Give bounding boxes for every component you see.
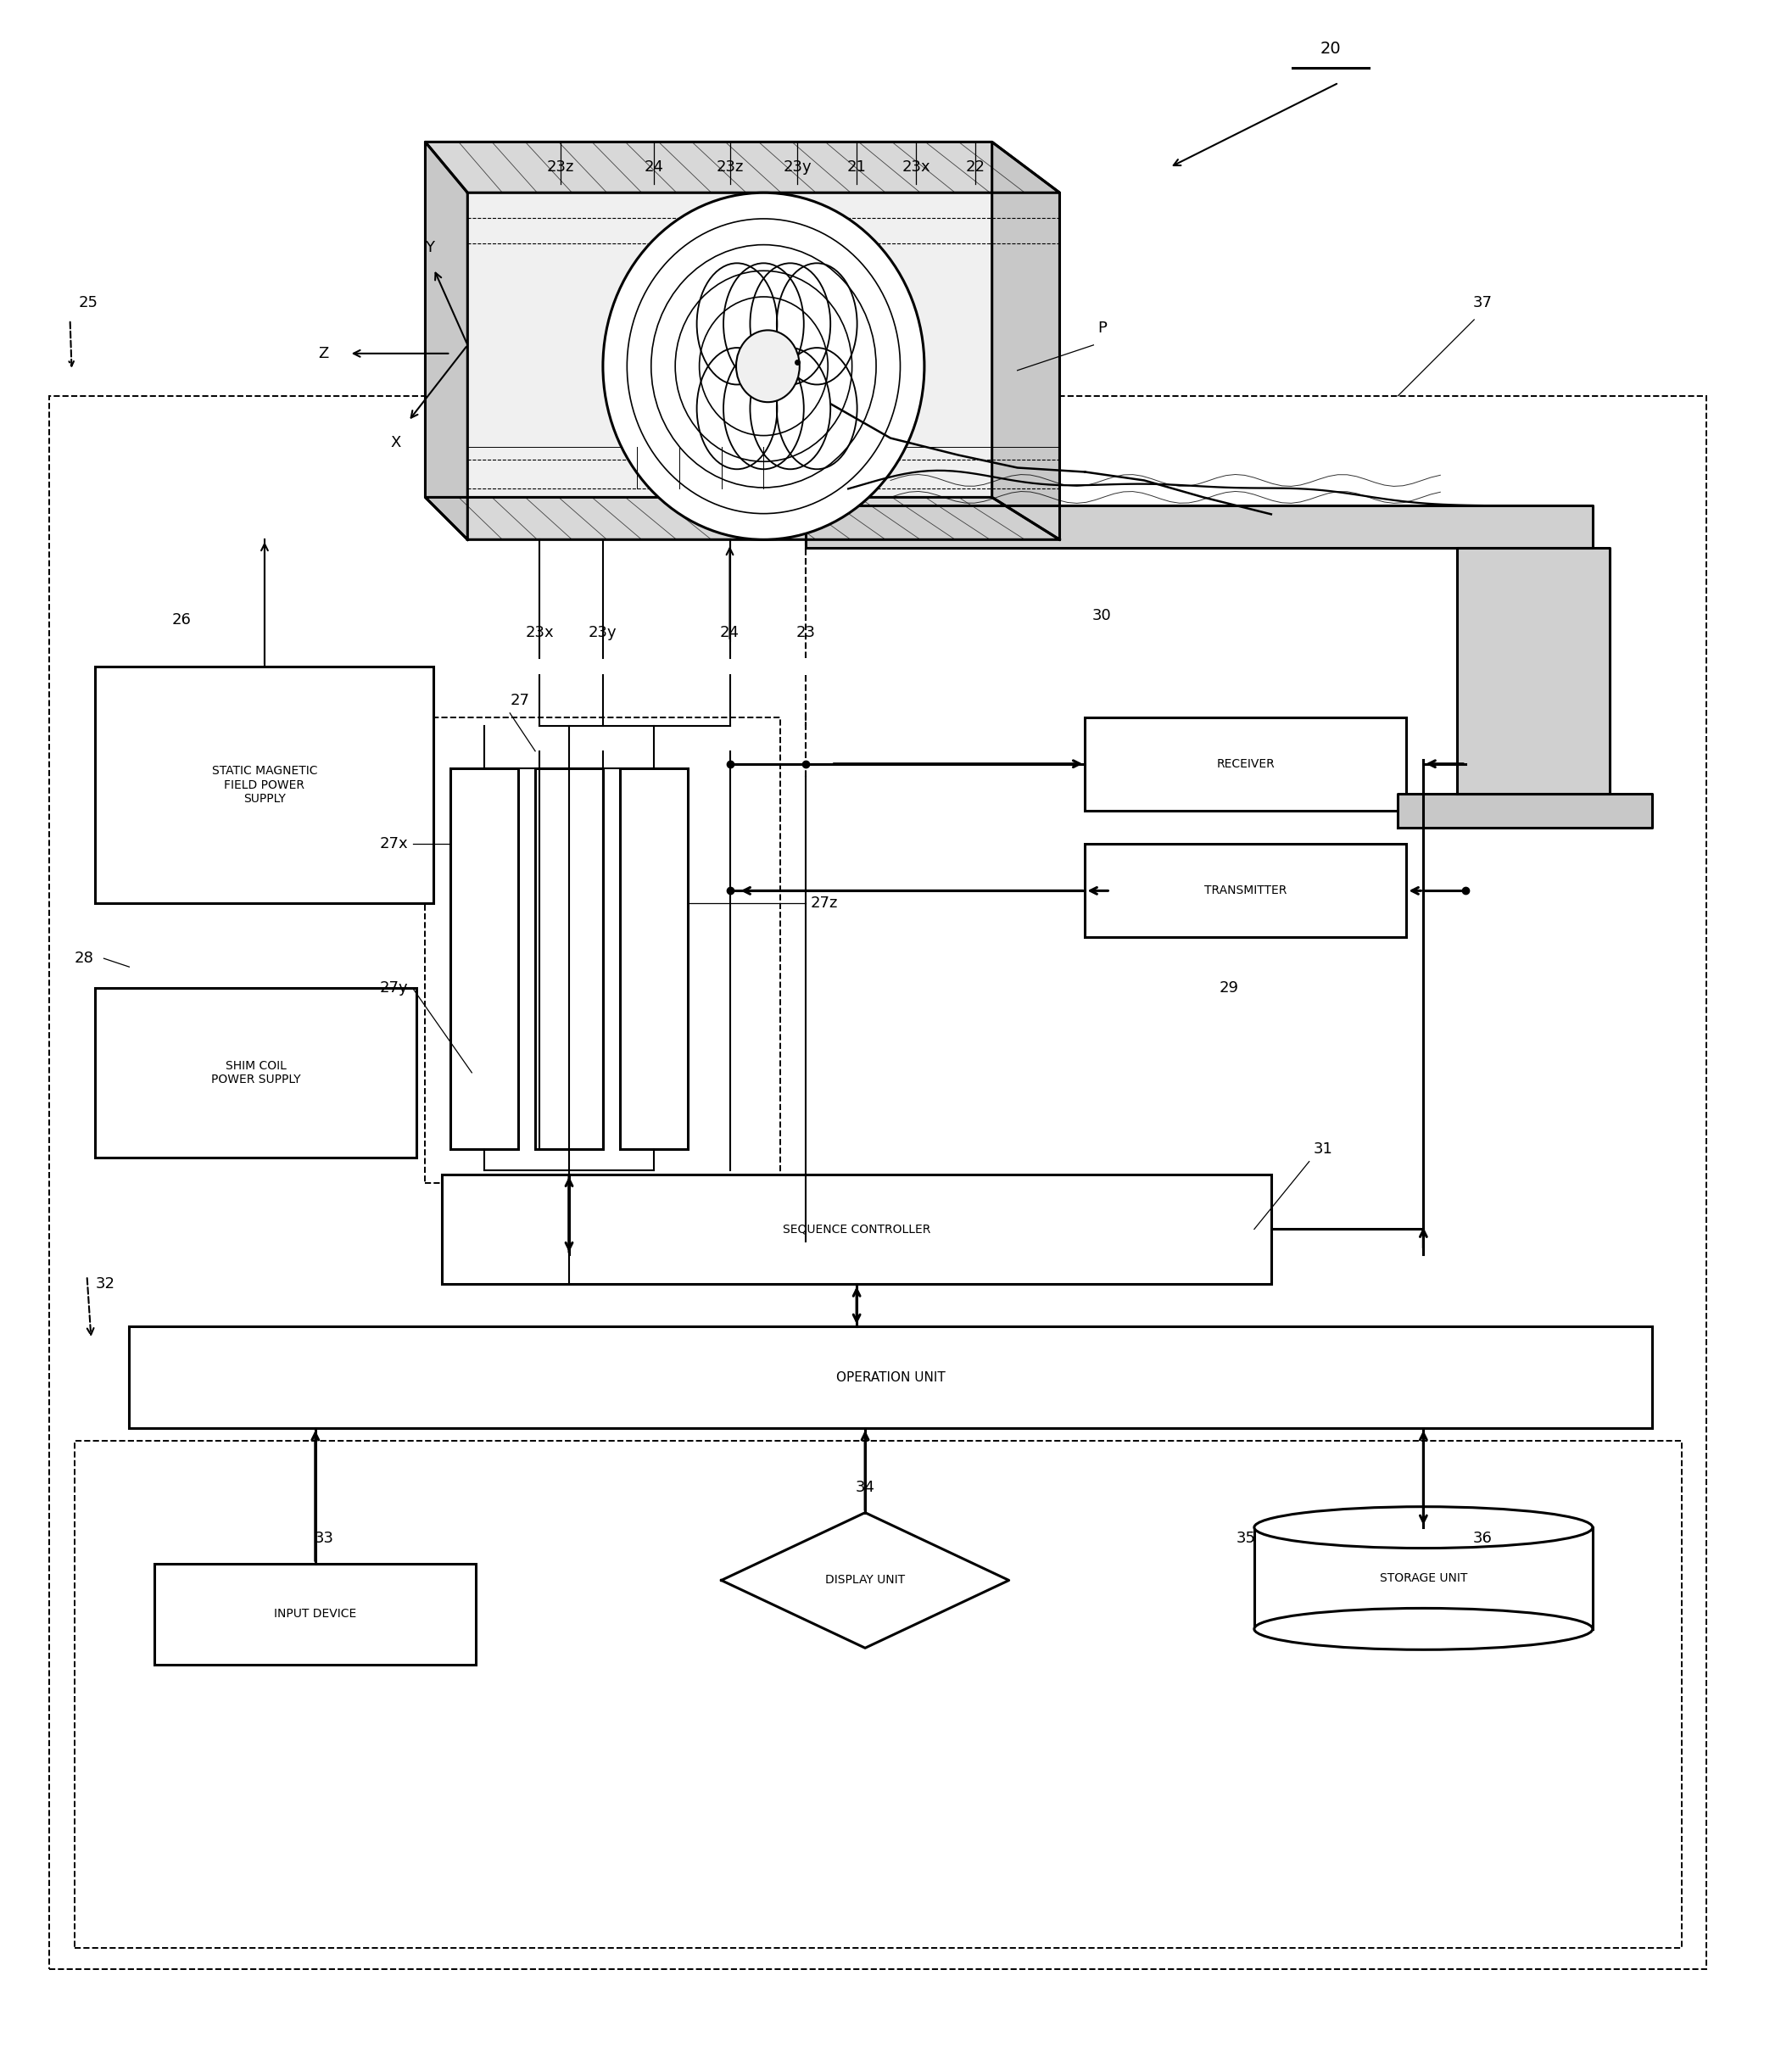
Bar — [95, 666, 434, 903]
Bar — [95, 987, 418, 1157]
Text: STATIC MAGNETIC
FIELD POWER
SUPPLY: STATIC MAGNETIC FIELD POWER SUPPLY — [211, 766, 317, 805]
Ellipse shape — [737, 330, 799, 401]
Text: 31: 31 — [1314, 1141, 1333, 1157]
Text: RECEIVER: RECEIVER — [1217, 758, 1274, 770]
Text: 30: 30 — [1093, 608, 1111, 623]
Polygon shape — [468, 193, 1059, 539]
Bar — [443, 1174, 1271, 1284]
Polygon shape — [1457, 549, 1609, 793]
Text: STORAGE UNIT: STORAGE UNIT — [1380, 1573, 1468, 1583]
Text: 23x: 23x — [525, 625, 554, 641]
Text: X: X — [391, 434, 401, 451]
Text: 22: 22 — [966, 160, 986, 174]
Text: 21: 21 — [848, 160, 866, 174]
Text: 23z: 23z — [547, 160, 575, 174]
Bar — [154, 1563, 477, 1665]
Text: 28: 28 — [73, 950, 93, 967]
Text: SEQUENCE CONTROLLER: SEQUENCE CONTROLLER — [783, 1223, 930, 1235]
Text: INPUT DEVICE: INPUT DEVICE — [274, 1608, 357, 1620]
Text: 27x: 27x — [380, 836, 409, 852]
Polygon shape — [425, 498, 1059, 539]
Text: Z: Z — [319, 346, 330, 360]
Text: Y: Y — [425, 240, 434, 256]
Text: 24: 24 — [720, 625, 740, 641]
Bar — [1084, 717, 1407, 811]
Text: 24: 24 — [643, 160, 663, 174]
Text: P: P — [1097, 319, 1107, 336]
Polygon shape — [1254, 1528, 1593, 1628]
Text: 27: 27 — [511, 692, 529, 709]
Text: OPERATION UNIT: OPERATION UNIT — [835, 1370, 944, 1384]
Text: DISPLAY UNIT: DISPLAY UNIT — [824, 1575, 905, 1587]
Text: 27z: 27z — [810, 895, 837, 911]
Text: 29: 29 — [1219, 981, 1238, 995]
Bar — [73, 1440, 1681, 1948]
Text: TRANSMITTER: TRANSMITTER — [1204, 885, 1287, 897]
Text: 25: 25 — [79, 295, 99, 311]
Ellipse shape — [1254, 1608, 1593, 1651]
Polygon shape — [1398, 793, 1652, 827]
Polygon shape — [425, 141, 468, 539]
Bar — [620, 768, 688, 1149]
Text: 23: 23 — [796, 625, 815, 641]
Ellipse shape — [1254, 1507, 1593, 1548]
Text: 35: 35 — [1236, 1530, 1256, 1546]
Text: 32: 32 — [95, 1276, 115, 1292]
Text: 37: 37 — [1473, 295, 1493, 311]
Polygon shape — [993, 141, 1059, 539]
Text: 26: 26 — [172, 612, 192, 627]
Polygon shape — [425, 141, 1059, 193]
Bar — [450, 768, 518, 1149]
Text: 20: 20 — [1321, 41, 1340, 57]
Text: 23y: 23y — [588, 625, 616, 641]
Text: 23z: 23z — [717, 160, 744, 174]
Bar — [129, 1327, 1652, 1427]
Text: 23x: 23x — [901, 160, 930, 174]
Bar — [536, 768, 602, 1149]
Bar — [1084, 844, 1407, 938]
Polygon shape — [806, 506, 1593, 549]
Text: SHIM COIL
POWER SUPPLY: SHIM COIL POWER SUPPLY — [211, 1061, 301, 1085]
Text: 34: 34 — [855, 1479, 874, 1495]
Bar — [425, 717, 781, 1182]
Bar — [48, 395, 1706, 1970]
Ellipse shape — [602, 193, 925, 539]
Text: 36: 36 — [1473, 1530, 1493, 1546]
Polygon shape — [722, 1513, 1009, 1649]
Text: 27y: 27y — [380, 981, 409, 995]
Text: 23y: 23y — [783, 160, 812, 174]
Text: 33: 33 — [314, 1530, 333, 1546]
